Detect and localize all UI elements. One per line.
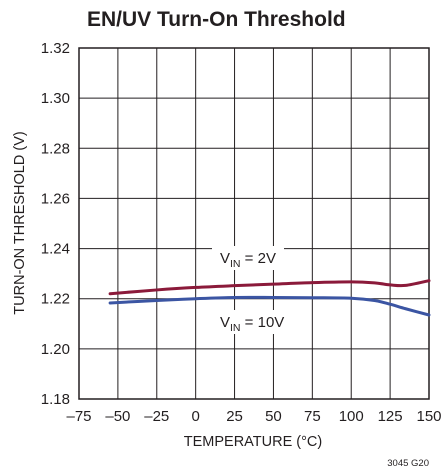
- series-line-1: [108, 279, 431, 296]
- figure-code: 3045 G20: [387, 458, 429, 469]
- x-axis-label: TEMPERATURE (°C): [184, 434, 322, 450]
- y-tick-label: 1.22: [41, 291, 70, 308]
- chart-title: EN/UV Turn-On Threshold: [87, 8, 346, 31]
- y-tick-label: 1.32: [41, 40, 70, 57]
- x-tick-label: 75: [304, 408, 321, 425]
- series-label-2: VIN = 10V: [220, 314, 284, 334]
- tick-labels: –75 –50 –25 0 25 50 75 100 125 150 1.18 1.20 1.22 1.2…: [41, 40, 442, 425]
- y-tick-label: 1.24: [41, 241, 70, 258]
- x-tick-label: –25: [144, 408, 169, 425]
- x-tick-label: 0: [191, 408, 199, 425]
- y-tick-label: 1.18: [41, 391, 70, 408]
- x-tick-label: 100: [339, 408, 364, 425]
- y-tick-label: 1.26: [41, 190, 70, 207]
- x-tick-label: 125: [378, 408, 403, 425]
- grid: [78, 47, 430, 400]
- x-tick-label: –50: [105, 408, 130, 425]
- series-label-background: [212, 310, 296, 334]
- y-axis-label: TURN-ON THRESHOLD (V): [12, 131, 28, 314]
- x-tick-label: 150: [416, 408, 441, 425]
- series-line-2: [108, 295, 431, 317]
- plot-frame: [78, 47, 430, 400]
- series-layer: [108, 279, 431, 317]
- series-label-background: [212, 246, 284, 270]
- y-tick-label: 1.30: [41, 90, 70, 107]
- annotations: VIN = 2V VIN = 10V: [212, 246, 296, 334]
- y-tick-label: 1.28: [41, 140, 70, 157]
- x-tick-label: 50: [265, 408, 282, 425]
- y-tick-label: 1.20: [41, 341, 70, 358]
- x-tick-label: 25: [226, 408, 243, 425]
- series-label-1: VIN = 2V: [220, 250, 276, 270]
- x-tick-label: –75: [66, 408, 91, 425]
